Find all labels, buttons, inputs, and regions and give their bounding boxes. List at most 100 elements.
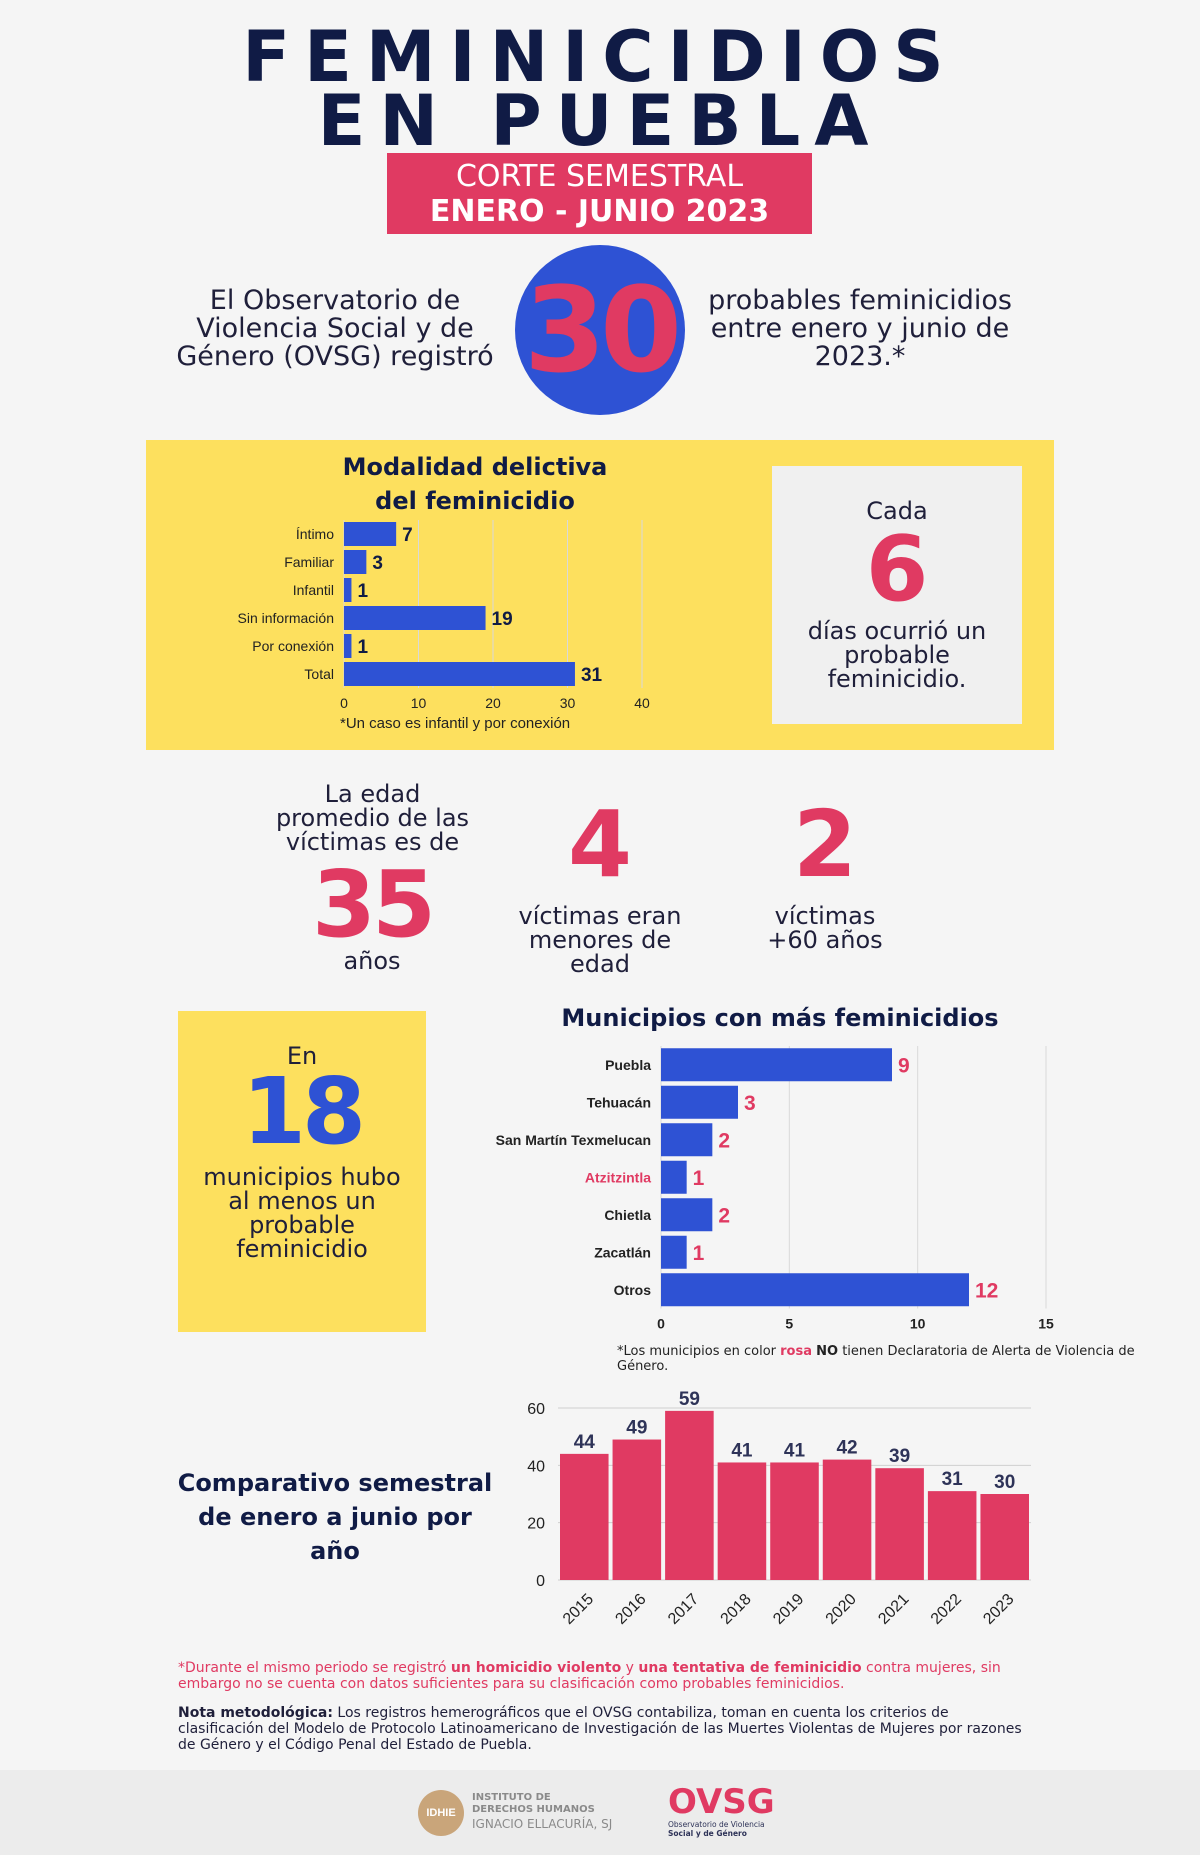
footnote-nota: Nota metodológica: Los registros hemerog… [178,1705,1028,1753]
municipios-chart: 0 5 10 15 Puebla 9 Tehuacán 3 San Martín Texmelu… [496,1046,1054,1332]
category-label: Puebla [605,1057,651,1073]
mayores-number: 2 [792,791,857,898]
footer-bar [0,1770,1200,1855]
municipios-note-pink: rosa [780,1344,812,1359]
category-label: Sin información [238,610,335,626]
comparativo-title: Comparativo semestral de enero a junio p… [170,1466,500,1568]
footnote-star-pre: *Durante el mismo periodo se registró [178,1660,451,1676]
value-label: 2 [718,1129,730,1152]
bar [612,1439,662,1580]
value-label: 12 [975,1279,998,1302]
bar [344,606,486,630]
x-tick-label: 30 [560,695,576,711]
x-tick-label: 15 [1038,1316,1054,1332]
ovsg-line1: Observatorio de Violencia [668,1820,765,1829]
x-tick-label: 20 [485,695,501,711]
bar [661,1235,687,1269]
bar [344,662,575,686]
x-tick-label: 2022 [928,1591,965,1628]
footnote-nota-label: Nota metodológica: [178,1705,333,1721]
intro-right-text: probables feminicidios entre enero y jun… [708,285,1012,372]
bar [344,550,367,574]
bar [344,522,397,546]
period-banner: CORTE SEMESTRAL ENERO - JUNIO 2023 [387,153,812,234]
y-tick-label: 60 [527,1401,545,1418]
bar [344,578,352,602]
menores-number: 4 [567,791,632,898]
modalidad-note: *Un caso es infantil y por conexión [340,715,571,732]
footnote-star: *Durante el mismo periodo se registró un… [178,1660,1028,1692]
municipios-box-pre: En [286,1042,318,1070]
page-title-line1: FEMINICIDIOS [242,16,958,98]
footnote-nota-text: Los registros hemerográficos que el OVSG… [178,1705,1022,1753]
bar [717,1462,767,1580]
total-number: 30 [523,261,682,399]
menores-text: víctimas eran menores de edad [518,902,682,978]
x-tick-label: 2017 [665,1591,702,1628]
bar [661,1160,687,1194]
value-label: 41 [731,1440,753,1461]
bar [661,1123,713,1157]
value-label: 49 [626,1418,647,1439]
bar [665,1410,714,1580]
municipios-box-post: municipios hubo al menos un probable fem… [203,1163,401,1263]
category-label: Por conexión [252,638,334,654]
bar [875,1468,924,1580]
x-tick-label: 10 [910,1316,926,1332]
x-tick-label: 0 [657,1316,665,1332]
category-label: San Martín Texmelucan [496,1132,651,1148]
municipios-note-pre: *Los municipios en color [617,1344,781,1359]
bar [661,1198,713,1232]
idhie-logo-text: INSTITUTO DE DERECHOS HUMANOS IGNACIO EL… [472,1792,652,1832]
value-label: 39 [889,1446,910,1467]
category-label: Familiar [284,554,334,570]
x-tick-label: 0 [340,695,348,711]
footnote-star-b1: un homicidio violento [450,1660,622,1676]
page-title-line2: EN PUEBLA [317,80,883,162]
x-tick-label: 2015 [560,1591,597,1628]
modalidad-title-line1: Modalidad delictiva [342,453,608,481]
intro-left-text: El Observatorio de Violencia Social y de… [176,285,494,372]
comparativo-title-line2: de enero a junio por año [198,1503,472,1565]
edad-post-text: años [343,947,401,975]
municipios-note: *Los municipios en color rosa NO tienen … [617,1344,1137,1374]
ovsg-logo-text: Observatorio de Violencia Social y de Gé… [668,1820,798,1838]
value-label: 9 [898,1054,910,1077]
value-label: 59 [679,1389,700,1410]
category-label: Atzitzintla [585,1169,651,1185]
idhie-line1: INSTITUTO DE [472,1792,551,1803]
category-label: Otros [614,1282,652,1298]
comparativo-chart: 0 20 40 60 44 2015 49 2016 59 2017 41 2018 41 2019 42 2… [527,1389,1031,1628]
municipios-title: Municipios con más feminicidios [561,1004,999,1032]
mayores-text: víctimas +60 años [767,902,883,954]
value-label: 1 [693,1167,705,1190]
category-label: Chietla [604,1207,651,1223]
modalidad-chart: 0 10 20 30 40 Íntimo 7 Familiar 3 Infantil 1 Sin in… [238,520,650,711]
x-tick-label: 2019 [770,1591,807,1628]
value-label: 30 [994,1472,1015,1493]
value-label: 44 [574,1432,596,1453]
bar [927,1491,977,1580]
value-label: 7 [402,525,413,546]
category-label: Total [304,666,334,682]
value-label: 31 [581,665,603,686]
x-tick-label: 2020 [823,1591,860,1628]
x-tick-label: 40 [634,695,650,711]
banner-line2: ENERO - JUNIO 2023 [429,194,770,229]
value-label: 31 [942,1469,964,1490]
municipios-box-number: 18 [241,1058,366,1165]
y-tick-label: 20 [527,1516,545,1533]
ovsg-line2: Social y de Género [668,1829,747,1838]
value-label: 1 [357,637,368,658]
cada-post-text: días ocurrió un probable feminicidio. [807,617,987,693]
cada-panel [772,466,1022,724]
total-circle [515,245,685,415]
value-label: 3 [744,1092,756,1115]
x-tick-label: 2016 [612,1591,649,1628]
category-label: Íntimo [296,526,334,542]
municipios-box [178,1011,426,1332]
footnote-star-b2: una tentativa de feminicidio [638,1660,862,1676]
y-tick-label: 0 [536,1573,545,1590]
bar [822,1459,872,1580]
modalidad-title-line2: del feminicidio [375,487,575,515]
